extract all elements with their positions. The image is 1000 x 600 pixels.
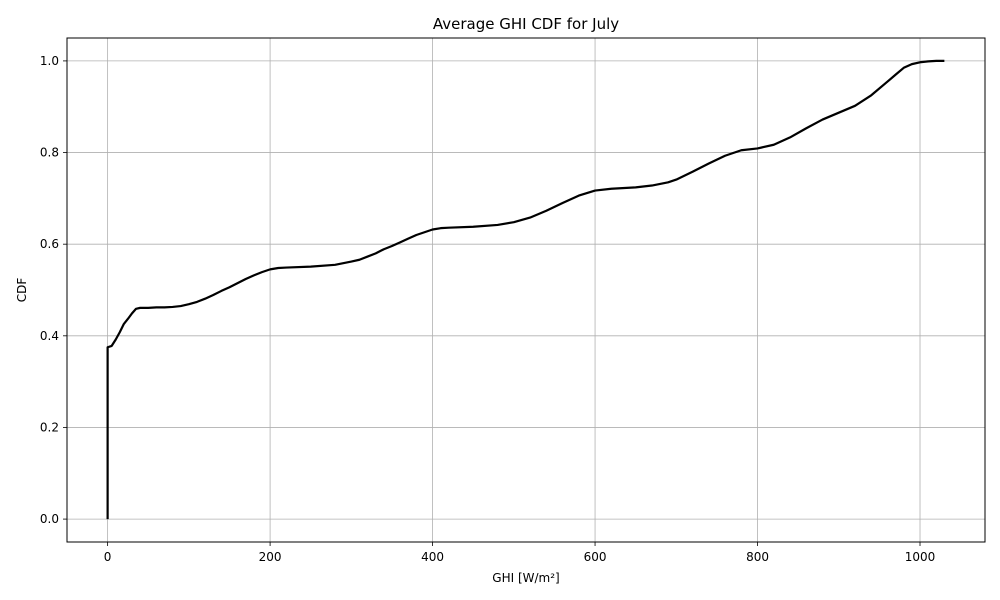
series-group [106, 59, 945, 520]
x-tick-label: 400 [421, 550, 444, 564]
x-tick-label: 0 [104, 550, 112, 564]
y-tick-label: 0.0 [40, 512, 59, 526]
y-axis-label: CDF [15, 278, 29, 303]
chart-title: Average GHI CDF for July [433, 15, 619, 33]
y-tick-label: 0.4 [40, 329, 59, 343]
x-ticks: 0 200 400 600 800 1000 [104, 542, 935, 564]
x-axis-label: GHI [W/m²] [492, 571, 559, 585]
x-tick-label: 600 [584, 550, 607, 564]
y-tick-label: 0.2 [40, 420, 59, 434]
x-tick-label: 1000 [905, 550, 936, 564]
y-tick-label: 0.8 [40, 146, 59, 160]
y-tick-label: 0.6 [40, 237, 59, 251]
plot-frame [66, 37, 986, 543]
y-tick-label: 1.0 [40, 54, 59, 68]
x-tick-label: 800 [746, 550, 769, 564]
grid [67, 38, 985, 542]
x-tick-label: 200 [259, 550, 282, 564]
cdf-line [106, 59, 945, 520]
y-ticks: 0.0 0.2 0.4 0.6 0.8 1.0 [40, 54, 67, 526]
